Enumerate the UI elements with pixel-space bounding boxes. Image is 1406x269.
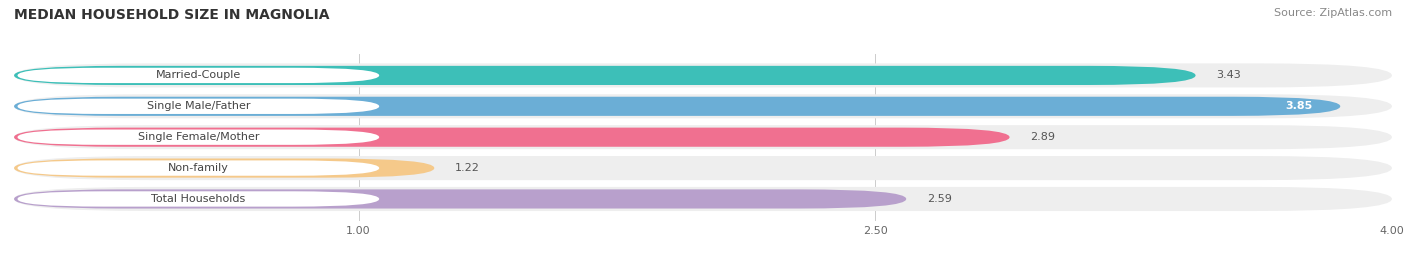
FancyBboxPatch shape [17,99,380,114]
Text: Single Male/Father: Single Male/Father [146,101,250,111]
Text: 2.89: 2.89 [1031,132,1056,142]
Text: 1.22: 1.22 [456,163,479,173]
FancyBboxPatch shape [14,66,1195,85]
FancyBboxPatch shape [17,160,380,176]
Text: Single Female/Mother: Single Female/Mother [138,132,259,142]
FancyBboxPatch shape [14,189,907,208]
FancyBboxPatch shape [14,94,1392,118]
FancyBboxPatch shape [17,191,380,207]
FancyBboxPatch shape [14,158,434,178]
FancyBboxPatch shape [14,156,1392,180]
Text: 2.59: 2.59 [927,194,952,204]
Text: 3.43: 3.43 [1216,70,1241,80]
FancyBboxPatch shape [14,97,1340,116]
Text: Total Households: Total Households [152,194,246,204]
FancyBboxPatch shape [14,125,1392,149]
FancyBboxPatch shape [17,68,380,83]
Text: Married-Couple: Married-Couple [156,70,240,80]
Text: MEDIAN HOUSEHOLD SIZE IN MAGNOLIA: MEDIAN HOUSEHOLD SIZE IN MAGNOLIA [14,8,329,22]
Text: Non-family: Non-family [167,163,229,173]
FancyBboxPatch shape [14,128,1010,147]
FancyBboxPatch shape [17,130,380,145]
FancyBboxPatch shape [14,187,1392,211]
Text: Source: ZipAtlas.com: Source: ZipAtlas.com [1274,8,1392,18]
Text: 3.85: 3.85 [1285,101,1313,111]
FancyBboxPatch shape [14,63,1392,87]
